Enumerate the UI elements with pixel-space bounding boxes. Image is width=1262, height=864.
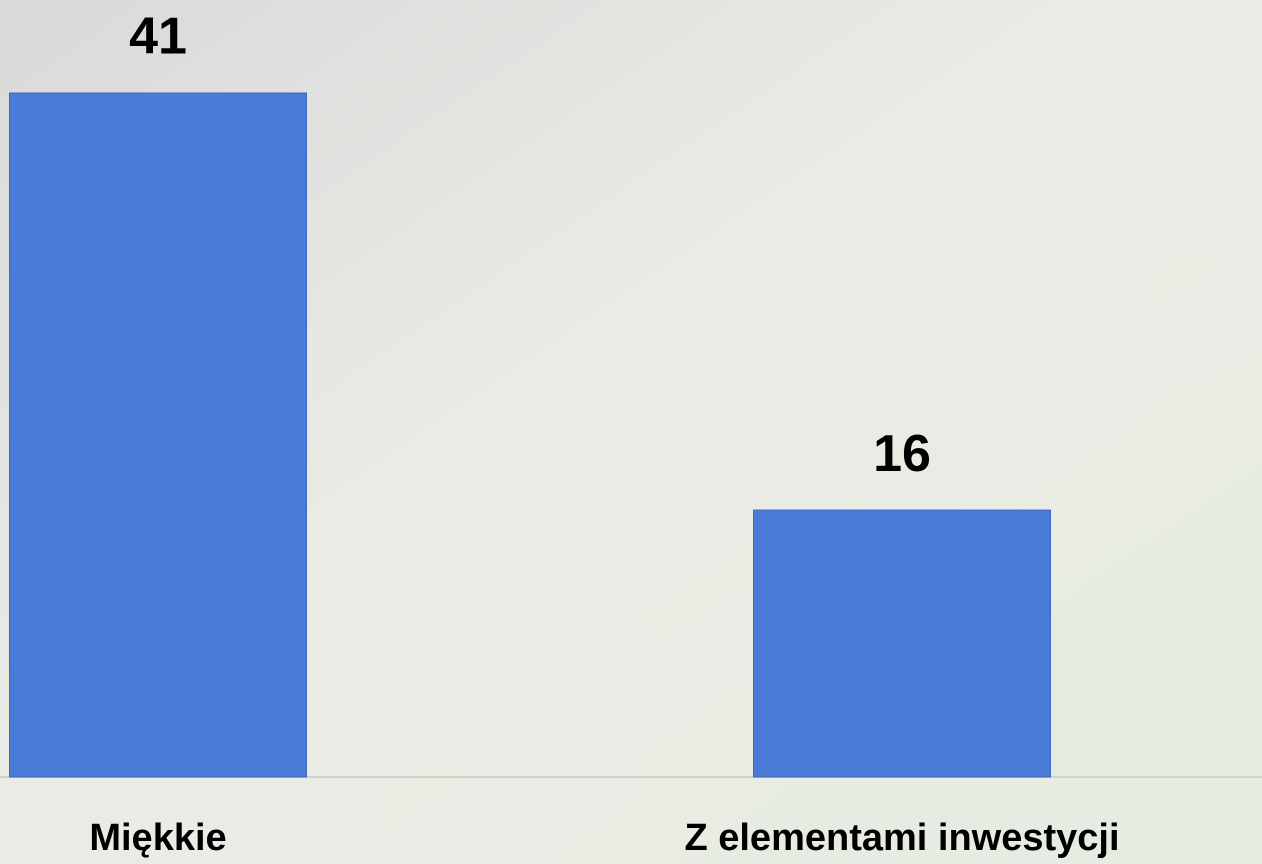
x-tick-label: Miękkie	[89, 817, 226, 859]
bar	[753, 509, 1051, 778]
bar	[9, 92, 307, 778]
x-tick-label: Z elementami inwestycji	[684, 817, 1119, 859]
value-label: 41	[129, 8, 187, 66]
value-label: 16	[873, 425, 931, 483]
